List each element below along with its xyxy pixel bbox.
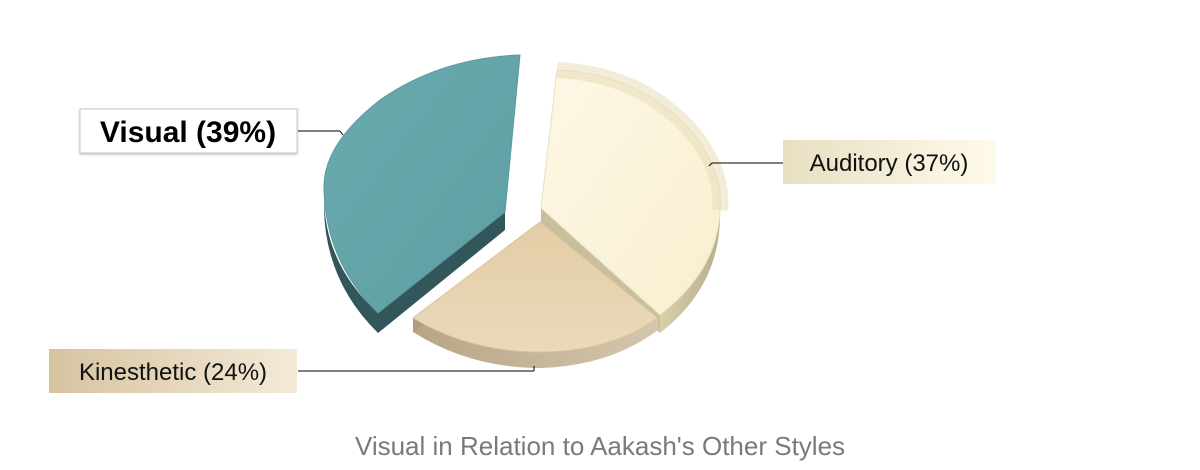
- slice-auditory-side: [660, 195, 721, 333]
- label-auditory-text: Auditory (37%): [810, 150, 969, 177]
- slice-kinesthetic-side: [413, 318, 658, 368]
- label-kinesthetic-box: [49, 349, 297, 393]
- slice-auditory[interactable]: [540, 62, 729, 333]
- label-visual-text: Visual (39%): [100, 116, 276, 149]
- label-auditory-box: [783, 140, 996, 184]
- chart-title: Visual in Relation to Aakash's Other Sty…: [355, 431, 845, 461]
- slice-visual[interactable]: [323, 54, 521, 333]
- slice-kinesthetic-top: [412, 221, 659, 353]
- label-kinesthetic-text: Kinesthetic (24%): [79, 359, 267, 386]
- slice-auditory-rim: [556, 62, 729, 211]
- slice-kinesthetic[interactable]: [412, 221, 659, 368]
- label-visual: Visual (39%): [79, 108, 298, 154]
- slice-visual-top: [323, 54, 521, 314]
- leader-auditory-join: [708, 162, 713, 167]
- leader-visual-join: [339, 130, 344, 136]
- label-kinesthetic: Kinesthetic (24%): [49, 349, 297, 393]
- label-auditory: Auditory (37%): [783, 140, 996, 184]
- label-visual-box: [79, 108, 298, 154]
